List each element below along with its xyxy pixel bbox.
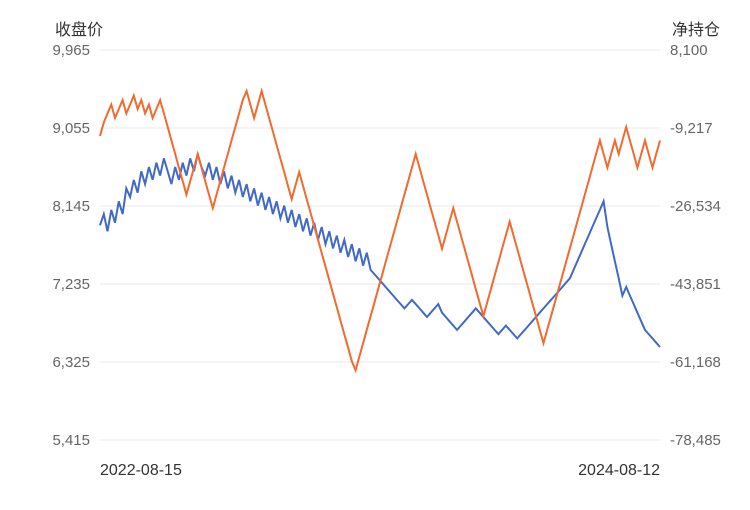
right-tick-label: 8,100: [670, 42, 708, 59]
left-axis-title: 收盘价: [55, 20, 103, 39]
right-axis-ticks: -78,485 -61,168 -43,851 -26,534 -9,217 8,100: [670, 42, 721, 449]
left-tick-label: 5,415: [52, 432, 90, 449]
right-tick-label: -9,217: [670, 120, 713, 137]
left-tick-label: 9,055: [52, 120, 90, 137]
right-tick-label: -78,485: [670, 432, 721, 449]
grid-lines: [100, 50, 660, 440]
left-tick-label: 7,235: [52, 276, 90, 293]
left-axis-ticks: 5,415 6,325 7,235 8,145 9,055 9,965: [52, 42, 90, 449]
right-tick-label: -26,534: [670, 198, 721, 215]
line-chart: 收盘价 净持仓 5,415 6,325 7,235 8,145 9,055 9,965 -…: [0, 0, 750, 510]
series-净持仓: [100, 91, 660, 370]
series-lines: [100, 91, 660, 370]
left-tick-label: 6,325: [52, 354, 90, 371]
left-tick-label: 9,965: [52, 42, 90, 59]
x-axis-end-label: 2024-08-12: [578, 462, 660, 479]
right-tick-label: -61,168: [670, 354, 721, 371]
chart-container: 收盘价 净持仓 5,415 6,325 7,235 8,145 9,055 9,965 -…: [0, 0, 750, 510]
right-tick-label: -43,851: [670, 276, 721, 293]
right-axis-title: 净持仓: [672, 21, 720, 39]
x-axis-start-label: 2022-08-15: [100, 462, 182, 479]
left-tick-label: 8,145: [52, 198, 90, 215]
